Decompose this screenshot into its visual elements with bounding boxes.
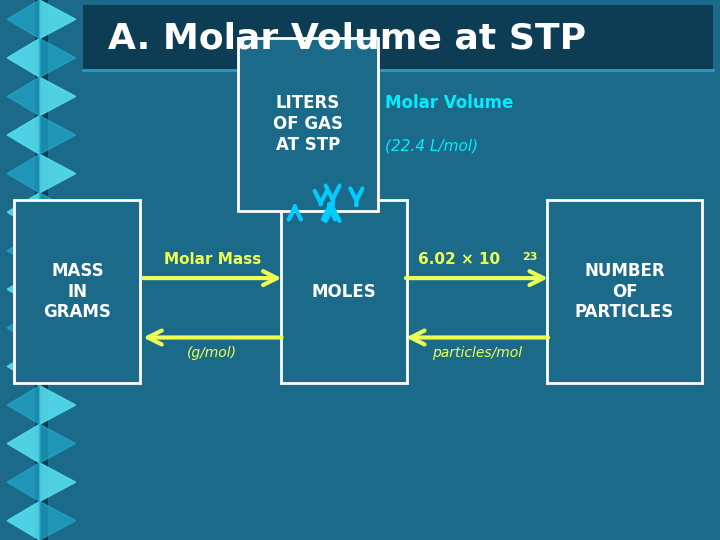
Polygon shape [40,193,76,232]
Polygon shape [7,154,40,193]
FancyBboxPatch shape [281,200,407,383]
Polygon shape [7,502,40,540]
Polygon shape [7,347,40,386]
Text: MASS
IN
GRAMS: MASS IN GRAMS [43,262,112,321]
Text: 6.02 × 10: 6.02 × 10 [418,252,500,267]
Polygon shape [7,424,40,463]
Polygon shape [40,77,76,116]
FancyBboxPatch shape [14,200,140,383]
Polygon shape [40,116,76,154]
Text: NUMBER
OF
PARTICLES: NUMBER OF PARTICLES [575,262,674,321]
Polygon shape [7,77,40,116]
Text: A. Molar Volume at STP: A. Molar Volume at STP [108,22,586,56]
FancyBboxPatch shape [238,38,378,211]
Polygon shape [40,386,76,424]
Text: (g/mol): (g/mol) [187,346,238,360]
Polygon shape [7,38,40,77]
Polygon shape [40,463,76,502]
Text: particles/mol: particles/mol [432,346,522,360]
Polygon shape [7,386,40,424]
Text: MOLES: MOLES [312,282,376,301]
Polygon shape [40,308,76,347]
Polygon shape [40,347,76,386]
FancyBboxPatch shape [35,0,48,540]
Polygon shape [7,0,40,38]
Polygon shape [7,232,40,270]
Polygon shape [40,38,76,77]
Polygon shape [40,154,76,193]
FancyBboxPatch shape [547,200,702,383]
Polygon shape [7,463,40,502]
Text: LITERS
OF GAS
AT STP: LITERS OF GAS AT STP [273,94,343,154]
FancyBboxPatch shape [0,0,83,540]
Polygon shape [40,502,76,540]
Polygon shape [40,424,76,463]
Text: 23: 23 [522,252,537,262]
Polygon shape [7,193,40,232]
Polygon shape [7,270,40,308]
Polygon shape [7,116,40,154]
Polygon shape [40,0,76,38]
Polygon shape [7,308,40,347]
Text: (22.4 L/mol): (22.4 L/mol) [385,138,478,153]
Polygon shape [40,232,76,270]
FancyBboxPatch shape [83,5,713,70]
Text: Molar Mass: Molar Mass [163,252,261,267]
Text: Molar Volume: Molar Volume [385,93,513,112]
Polygon shape [40,270,76,308]
